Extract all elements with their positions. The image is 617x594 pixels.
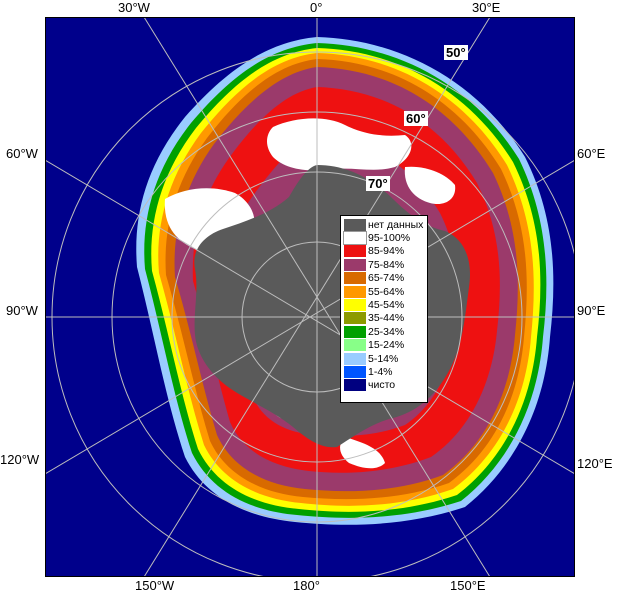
legend-label: 15-24%	[368, 339, 405, 352]
lon-label-left-90w: 90°W	[6, 303, 38, 318]
white-patch	[404, 166, 456, 205]
legend-swatch	[344, 379, 366, 392]
white-patch	[340, 437, 385, 469]
legend-label: 45-54%	[368, 299, 405, 312]
concentration-legend: нет данных 95-100% 85-94% 75-84% 65-74% 55-64…	[340, 215, 428, 403]
legend-label: 75-84%	[368, 258, 405, 271]
legend-item: 45-54%	[344, 298, 424, 312]
lat-label-50: 50°	[444, 45, 468, 60]
legend-item: нет данных	[344, 218, 424, 231]
legend-swatch	[344, 258, 366, 271]
legend-item: 85-94%	[344, 245, 424, 258]
legend-swatch	[344, 339, 366, 352]
legend-label: 65-74%	[368, 272, 405, 285]
legend-label: 5-14%	[368, 352, 399, 365]
legend-item: 5-14%	[344, 352, 424, 365]
legend-label: 35-44%	[368, 312, 405, 325]
lon-label-right-120e: 120°E	[577, 456, 613, 471]
legend-item: 15-24%	[344, 339, 424, 352]
legend-swatch	[344, 218, 366, 231]
lon-label-right-90e: 90°E	[577, 303, 606, 318]
legend-item: 1-4%	[344, 365, 424, 378]
legend-item: чисто	[344, 379, 424, 392]
lon-label-bottom-150e: 150°E	[450, 578, 486, 593]
legend-label: 85-94%	[368, 245, 405, 258]
lon-label-bottom-150w: 150°W	[135, 578, 175, 593]
legend-label: 25-34%	[368, 325, 405, 338]
lon-label-left-60w: 60°W	[6, 146, 38, 161]
legend-swatch	[344, 272, 366, 285]
legend-item: 95-100%	[343, 231, 424, 246]
meridian	[45, 159, 575, 475]
meridian	[143, 17, 491, 577]
lat-label-70: 70°	[366, 176, 390, 191]
map-border	[45, 17, 575, 577]
legend-item: 65-74%	[344, 272, 424, 285]
legend-label: 55-64%	[368, 285, 405, 298]
legend-swatch	[344, 312, 366, 325]
lon-label-bottom-180: 180°	[293, 578, 320, 593]
legend-swatch	[343, 231, 367, 246]
legend-item: 75-84%	[344, 258, 424, 271]
lon-label-top-30w: 30°W	[118, 0, 150, 15]
legend-item: 25-34%	[344, 325, 424, 338]
sea-ice-concentration-map	[45, 17, 575, 577]
legend-swatch	[344, 285, 366, 298]
legend-swatch	[344, 365, 366, 378]
graticule	[45, 17, 575, 577]
lon-label-right-60e: 60°E	[577, 146, 606, 161]
legend-item: 35-44%	[344, 312, 424, 325]
legend-item: 55-64%	[344, 285, 424, 298]
white-patch	[267, 118, 412, 171]
legend-swatch	[344, 352, 366, 365]
legend-swatch	[344, 325, 366, 338]
legend-label: 1-4%	[368, 365, 393, 378]
legend-swatch	[344, 245, 366, 258]
legend-label: 95-100%	[368, 232, 411, 245]
lon-label-left-120w: 120°W	[0, 452, 40, 467]
lat-label-60: 60°	[404, 111, 428, 126]
lon-label-top-0: 0°	[310, 0, 323, 15]
legend-swatch	[344, 299, 366, 312]
legend-label: чисто	[368, 379, 396, 392]
lon-label-top-30e: 30°E	[472, 0, 501, 15]
legend-label: нет данных	[368, 218, 424, 231]
